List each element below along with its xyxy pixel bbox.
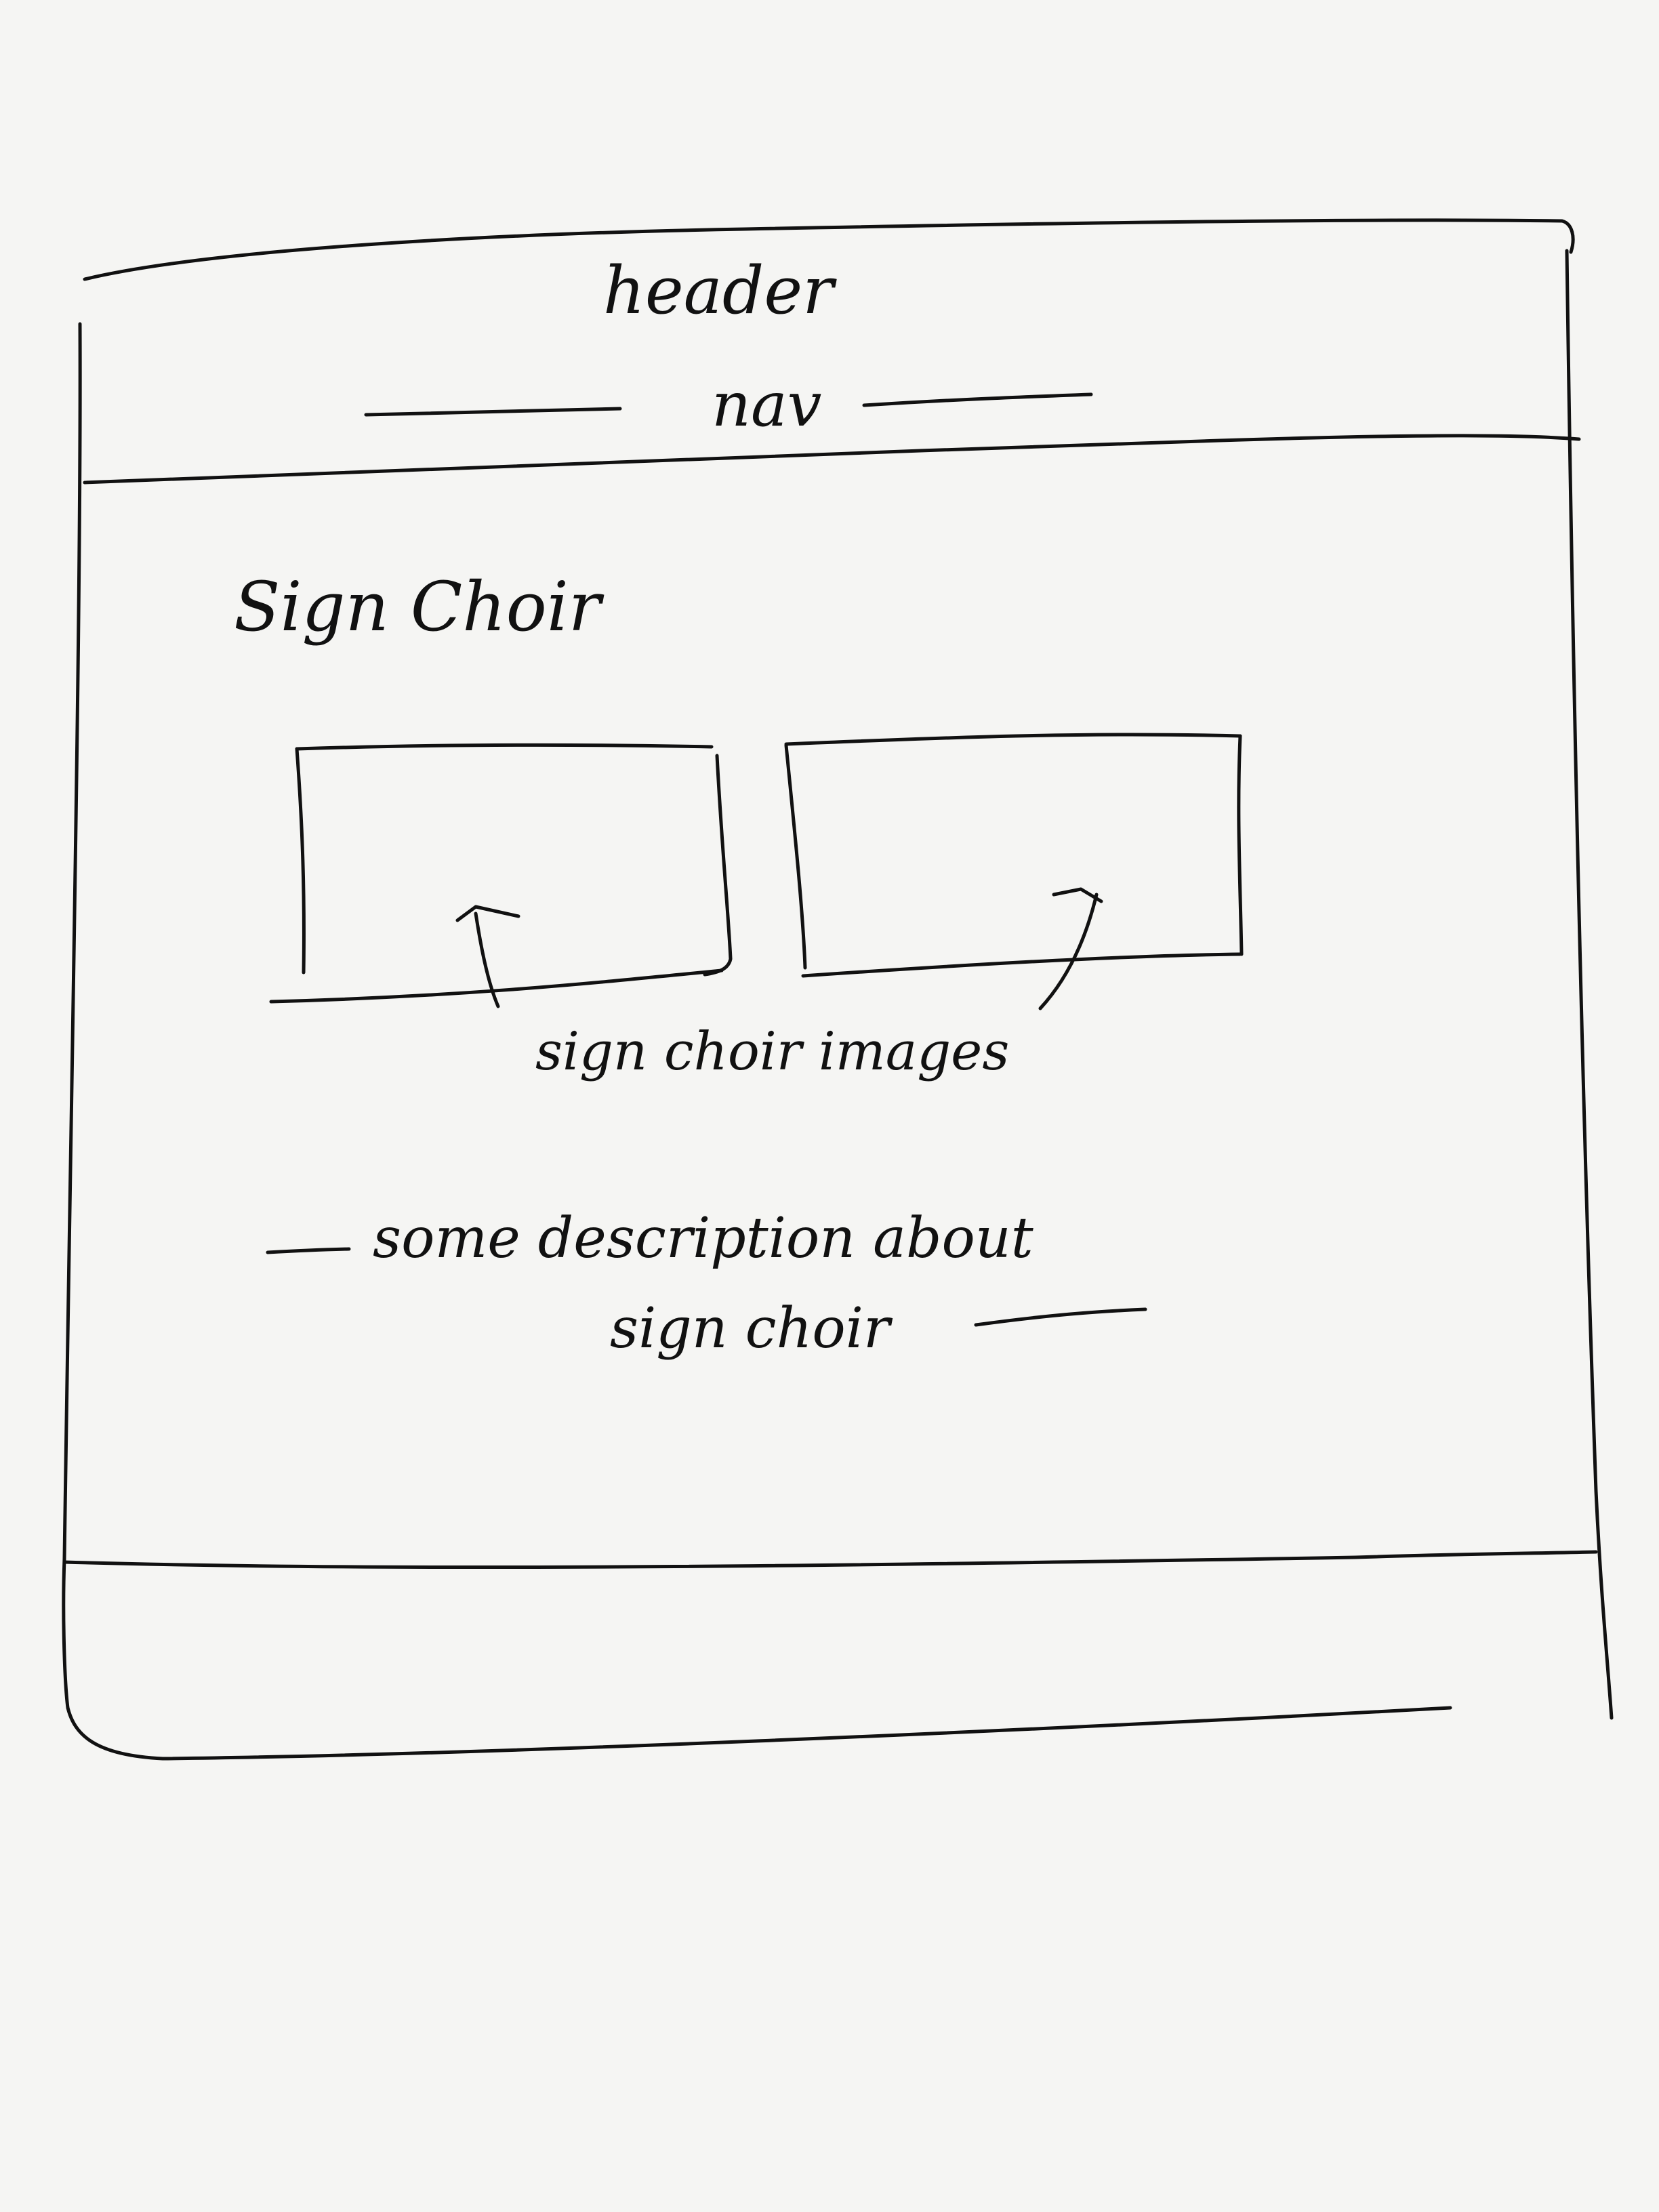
section-title: Sign Choir [234, 567, 605, 647]
nav-label: nav [712, 369, 821, 441]
description-dash-left [266, 1247, 351, 1254]
description-line-2: sign choir [610, 1296, 893, 1361]
nav-area[interactable]: nav [364, 369, 1093, 441]
header-label: header [603, 253, 837, 329]
image-placeholder-1 [269, 743, 733, 1004]
header-area: header [603, 253, 837, 329]
description-block: some description about sign choir [266, 1206, 1147, 1361]
header-divider [83, 434, 1581, 485]
description-line-1: some description about [373, 1206, 1034, 1271]
footer-area [62, 1550, 1598, 1570]
arrow-to-image-2 [1038, 887, 1103, 1010]
page-frame [62, 218, 1614, 1761]
nav-line-right [862, 392, 1093, 407]
arrow-to-image-1 [455, 905, 520, 1008]
images-caption: sign choir images [535, 1021, 1009, 1082]
description-dash-right [974, 1307, 1147, 1327]
image-placeholder-2 [784, 733, 1244, 978]
nav-line-left [364, 407, 622, 417]
